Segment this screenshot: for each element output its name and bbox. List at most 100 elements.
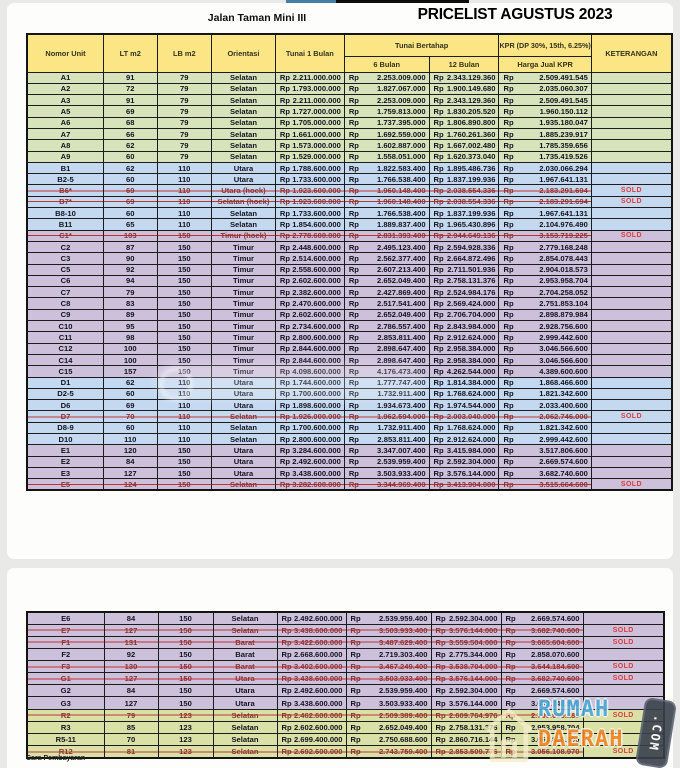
tunai-12-bulan-cell: Rp 3.576.144.000 — [430, 623, 502, 637]
pricelist-row-B1: B1 62 110 Utara Rp 1.788.600.000 Rp 1.822.583.4… — [26, 161, 673, 175]
lt-cell: 89 — [102, 308, 158, 322]
orientasi-cell: Utara — [211, 455, 276, 468]
tunai-6-bulan-cell: Rp 3.347.007.400 — [343, 444, 430, 457]
lt-cell: 69 — [102, 184, 158, 197]
pricelist-row-B2-5: B2-5 60 110 Utara Rp 1.733.600.000 Rp 1.766.538… — [26, 173, 673, 186]
tunai-1-bulan-cell: Rp 1.700.600.000 — [274, 421, 345, 435]
harga-jual-kpr-cell: Rp 1.821.342.600 — [498, 421, 592, 435]
keterangan-cell — [590, 218, 673, 231]
tunai-1-bulan-cell: Rp 2.668.600.000 — [276, 647, 347, 662]
lt-cell: 157 — [102, 365, 158, 378]
harga-jual-kpr-cell: Rp 2.858.070.600 — [500, 647, 584, 662]
lt-cell: 62 — [102, 161, 158, 175]
header-6-bulan: 6 Bulan — [343, 55, 430, 73]
tunai-6-bulan-cell: Rp 2.743.759.400 — [345, 745, 432, 759]
tunai-6-bulan-cell: Rp 3.467.249.400 — [345, 660, 432, 674]
pricelist-row-C5: C5 92 150 Timur Rp 2.558.600.000 Rp 2.607.213.4… — [26, 263, 673, 276]
unit-cell: C14 — [26, 353, 104, 367]
pricelist-row-C10: C10 95 150 Timur Rp 2.734.600.000 Rp 2.786.557.… — [26, 320, 673, 333]
tunai-1-bulan-cell: Rp 3.284.600.000 — [274, 444, 345, 457]
tunai-6-bulan-cell: Rp 1.827.067.000 — [343, 82, 430, 96]
unit-cell: D7 — [26, 410, 104, 423]
pricelist-row-E5: E5 124 150 Selatan Rp 3.282.600.000 Rp 3.344.96… — [26, 478, 673, 491]
harga-jual-kpr-cell: Rp 2.953.958.704 — [498, 274, 592, 288]
tunai-12-bulan-cell: Rp 4.262.544.000 — [428, 365, 500, 378]
orientasi-cell: Utara — [211, 444, 276, 457]
orientasi-cell: Selatan — [211, 207, 276, 220]
keterangan-cell: SOLD — [590, 184, 673, 197]
harga-jual-kpr-cell: Rp 1.868.466.600 — [498, 376, 592, 389]
pricelist-row-R5-11: R5-11 70 123 Selatan Rp 2.699.400.000 Rp 2.750.… — [26, 732, 665, 747]
lt-cell: 60 — [102, 173, 158, 186]
harga-jual-kpr-cell: Rp 2.898.879.984 — [498, 308, 592, 322]
top-black-bar — [336, 0, 469, 3]
tunai-1-bulan-cell: Rp 1.661.000.000 — [274, 127, 345, 141]
tunai-12-bulan-cell: Rp 2.592.304.000 — [428, 455, 500, 468]
orientasi-cell: Selatan — [211, 410, 276, 423]
harga-jual-kpr-cell: Rp 1.885.239.917 — [498, 127, 592, 141]
lb-cell: 150 — [157, 672, 214, 686]
harga-jual-kpr-cell: Rp 1.785.359.656 — [498, 139, 592, 152]
lt-cell: 68 — [102, 116, 158, 129]
tunai-12-bulan-cell: Rp 1.974.544.000 — [428, 399, 500, 412]
harga-jual-kpr-cell: Rp 3.046.566.600 — [498, 353, 592, 367]
tunai-6-bulan-cell: Rp 1.822.583.400 — [343, 161, 430, 175]
tunai-1-bulan-cell: Rp 2.448.600.000 — [274, 240, 345, 254]
tunai-6-bulan-cell: Rp 2.253.009.000 — [343, 94, 430, 107]
unit-cell: F2 — [26, 647, 105, 662]
tunai-12-bulan-cell: Rp 3.559.504.000 — [430, 635, 502, 649]
unit-cell: C5 — [26, 263, 104, 276]
lb-cell: 150 — [157, 635, 214, 649]
tunai-1-bulan-cell: Rp 2.382.600.000 — [274, 286, 345, 299]
tunai-1-bulan-cell: Rp 1.744.600.000 — [274, 376, 345, 389]
keterangan-cell — [590, 353, 673, 367]
pricelist-row-D2-5: D2-5 60 110 Utara Rp 1.700.600.000 Rp 1.732.911… — [26, 387, 673, 401]
keterangan-cell — [590, 161, 673, 175]
unit-cell: C2 — [26, 240, 104, 254]
tunai-12-bulan-cell: Rp 1.768.624.000 — [428, 387, 500, 401]
lb-cell: 110 — [156, 184, 213, 197]
pricelist-row-C11: C11 98 150 Timur Rp 2.800.600.000 Rp 2.853.811.… — [26, 331, 673, 344]
orientasi-cell: Utara — [211, 173, 276, 186]
unit-cell: C7 — [26, 286, 104, 299]
tunai-6-bulan-cell: Rp 1.962.594.000 — [343, 410, 430, 423]
keterangan-cell — [590, 399, 673, 412]
unit-cell: E6 — [26, 611, 105, 625]
tunai-1-bulan-cell: Rp 2.800.600.000 — [274, 331, 345, 344]
pricelist-row-E1: E1 120 150 Utara Rp 3.284.600.000 Rp 3.347.007.… — [26, 444, 673, 457]
keterangan-cell — [582, 611, 665, 625]
tunai-1-bulan-cell: Rp 2.514.600.000 — [274, 252, 345, 265]
lt-cell: 70 — [103, 732, 159, 747]
tunai-6-bulan-cell: Rp 2.719.303.400 — [345, 647, 432, 662]
house-icon — [484, 709, 534, 763]
harga-jual-kpr-cell: Rp 1.935.180.047 — [498, 116, 592, 129]
tunai-12-bulan-cell: Rp 2.944.649.136 — [428, 229, 500, 242]
orientasi-cell: Barat — [212, 660, 278, 674]
orientasi-cell: Timur — [211, 274, 276, 288]
pricelist-row-C3: C3 90 150 Timur Rp 2.514.600.000 Rp 2.562.377.4… — [26, 252, 673, 265]
tunai-1-bulan-cell: Rp 3.438.600.000 — [274, 466, 345, 480]
orientasi-cell: Utara — [211, 466, 276, 480]
keterangan-cell — [590, 297, 673, 310]
tunai-12-bulan-cell: Rp 2.594.928.336 — [428, 240, 500, 254]
tunai-1-bulan-cell: Rp 1.923.600.000 — [274, 184, 345, 197]
harga-jual-kpr-cell: Rp 3.682.740.600 — [498, 466, 592, 480]
unit-cell: C1* — [26, 229, 104, 242]
pricelist-row-D1: D1 62 110 Utara Rp 1.744.600.000 Rp 1.777.747.4… — [26, 376, 673, 389]
unit-cell: C11 — [26, 331, 104, 344]
tunai-6-bulan-cell: Rp 1.732.911.400 — [343, 421, 430, 435]
lt-cell: 100 — [102, 342, 158, 355]
harga-jual-kpr-cell: Rp 3.153.719.225 — [498, 229, 592, 242]
lb-cell: 110 — [156, 161, 213, 175]
lt-cell: 66 — [102, 127, 158, 141]
lt-cell: 70 — [102, 410, 158, 423]
unit-cell: D8-9 — [26, 421, 104, 435]
tunai-12-bulan-cell: Rp 2.592.304.000 — [430, 611, 502, 625]
lt-cell: 127 — [102, 466, 158, 480]
lb-cell: 123 — [157, 732, 214, 747]
orientasi-cell: Timur — [211, 320, 276, 333]
keterangan-cell — [590, 116, 673, 129]
harga-jual-kpr-cell: Rp 2.779.168.248 — [498, 240, 592, 254]
tunai-1-bulan-cell: Rp 1.573.000.000 — [274, 139, 345, 152]
tunai-12-bulan-cell: Rp 2.758.131.376 — [430, 720, 502, 734]
